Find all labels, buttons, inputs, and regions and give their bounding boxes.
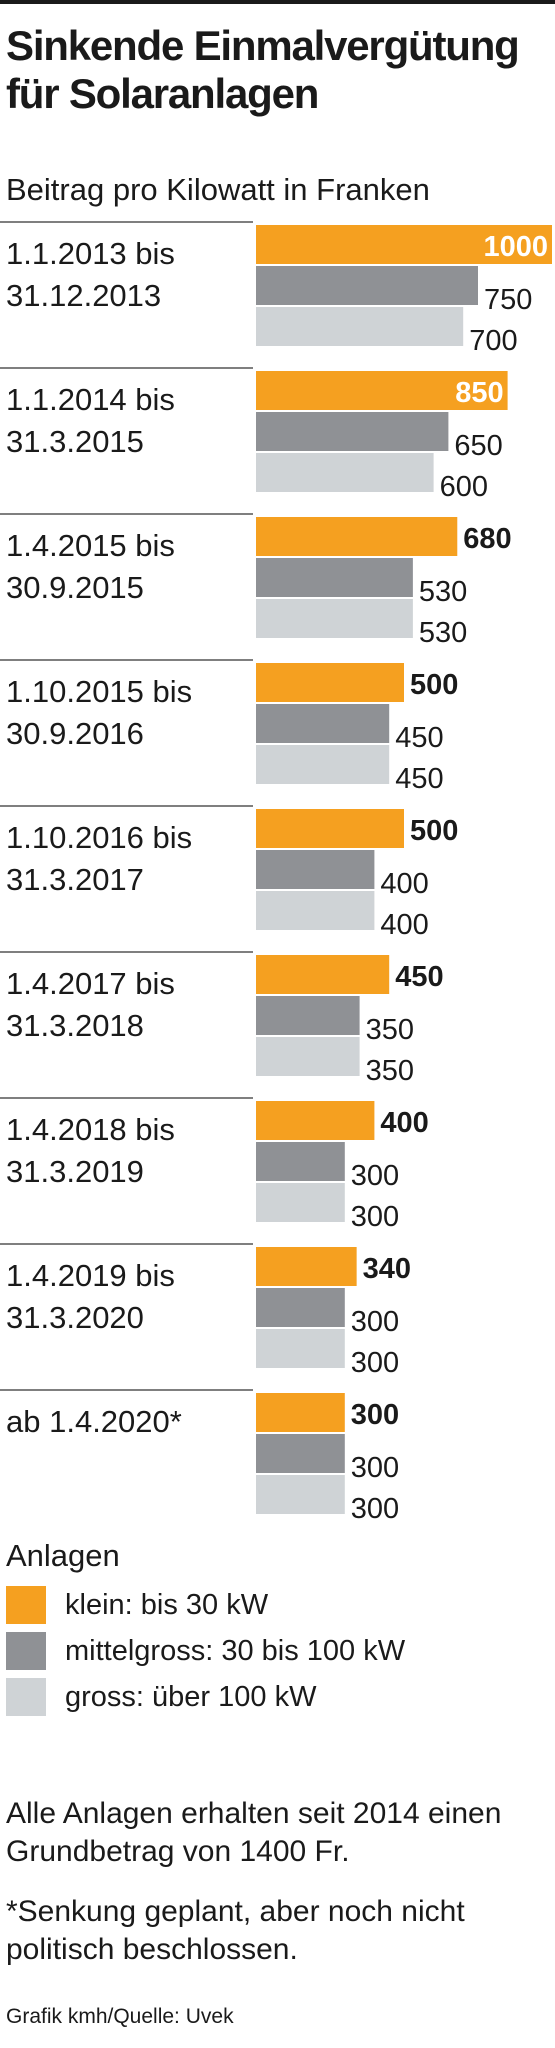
bar-klein [256, 371, 508, 410]
bar-mittelgross [256, 996, 360, 1035]
bar-klein [256, 809, 404, 848]
legend-label-mittelgross: mittelgross: 30 bis 100 kW [65, 1634, 406, 1667]
category-label: 1.10.2015 bis [6, 674, 192, 709]
bar-gross [256, 891, 375, 930]
category-label: 31.3.2017 [6, 862, 144, 897]
data-label: 300 [351, 1306, 399, 1338]
bar-mittelgross [256, 1288, 345, 1327]
bar-gross [256, 1037, 360, 1076]
data-label: 530 [419, 576, 467, 608]
data-label: 700 [469, 325, 517, 357]
bar-klein [256, 1101, 375, 1140]
data-label: 300 [351, 1493, 399, 1525]
legend-swatch-mittelgross [6, 1632, 46, 1670]
data-label: 500 [410, 669, 458, 701]
data-label: 400 [380, 1107, 428, 1139]
bar-mittelgross [256, 1142, 345, 1181]
source-credit: Grafik kmh/Quelle: Uvek [6, 2005, 234, 2028]
bar-mittelgross [256, 850, 375, 889]
data-label: 350 [366, 1014, 414, 1046]
data-label: 450 [395, 722, 443, 754]
bar-gross [256, 453, 434, 492]
data-label: 650 [454, 430, 502, 462]
category-label: 31.3.2015 [6, 424, 144, 459]
legend-title: Anlagen [6, 1538, 120, 1573]
bar-klein [256, 1247, 357, 1286]
bar-klein [256, 225, 552, 264]
bar-chart: 1.1.2013 bis 31.12.2013 1000 750 700 1.1.2014… [0, 221, 552, 1525]
data-label: 350 [366, 1055, 414, 1087]
data-label: 400 [380, 868, 428, 900]
bar-mittelgross [256, 558, 413, 597]
data-label: 450 [395, 763, 443, 795]
category-label: 31.3.2018 [6, 1008, 144, 1043]
legend-item-gross: gross: über 100 kW [6, 1674, 551, 1720]
data-label: 300 [351, 1452, 399, 1484]
data-label: 600 [440, 471, 488, 503]
category-label: ab 1.4.2020* [6, 1404, 182, 1439]
bar-gross [256, 1475, 345, 1514]
note-grundbetrag: Alle Anlagen erhalten seit 2014 einen Gr… [6, 1797, 502, 1868]
category-label: 1.4.2019 bis [6, 1258, 175, 1293]
data-label: 300 [351, 1347, 399, 1379]
bar-gross [256, 307, 464, 346]
data-label: 300 [351, 1201, 399, 1233]
bar-gross [256, 1329, 345, 1368]
legend-swatch-gross [6, 1678, 46, 1716]
data-label: 400 [380, 909, 428, 941]
top-rule [0, 0, 555, 4]
category-label: 1.1.2013 bis [6, 236, 175, 271]
category-label: 31.3.2020 [6, 1300, 144, 1335]
bar-klein [256, 517, 458, 556]
category-label: 1.4.2015 bis [6, 528, 175, 563]
bar-gross [256, 599, 413, 638]
legend-swatch-klein [6, 1586, 46, 1624]
category-label: 31.3.2019 [6, 1154, 144, 1189]
bar-mittelgross [256, 412, 449, 451]
bar-mittelgross [256, 1434, 345, 1473]
legend-item-klein: klein: bis 30 kW [6, 1582, 551, 1628]
legend-item-mittelgross: mittelgross: 30 bis 100 kW [6, 1628, 551, 1674]
data-label: 300 [351, 1399, 399, 1431]
legend: Anlagen klein: bis 30 kW mittelgross: 30… [6, 1538, 551, 1720]
data-label: 340 [363, 1253, 411, 1285]
category-label: 1.10.2016 bis [6, 820, 192, 855]
category-label: 30.9.2015 [6, 570, 144, 605]
data-label: 500 [410, 815, 458, 847]
legend-label-gross: gross: über 100 kW [65, 1680, 317, 1713]
bar-klein [256, 1393, 345, 1432]
category-label: 30.9.2016 [6, 716, 144, 751]
bar-gross [256, 1183, 345, 1222]
legend-label-klein: klein: bis 30 kW [65, 1588, 269, 1621]
data-label: 450 [395, 961, 443, 993]
category-label: 1.4.2017 bis [6, 966, 175, 1001]
bar-gross [256, 745, 390, 784]
data-label: 680 [463, 523, 511, 555]
category-label: 1.4.2018 bis [6, 1112, 175, 1147]
chart-subtitle: Beitrag pro Kilowatt in Franken [6, 172, 430, 207]
bar-mittelgross [256, 704, 390, 743]
bar-klein [256, 955, 390, 994]
data-label: 300 [351, 1160, 399, 1192]
category-label: 31.12.2013 [6, 278, 161, 313]
data-label: 1000 [483, 231, 548, 263]
category-label: 1.1.2014 bis [6, 382, 175, 417]
data-label: 530 [419, 617, 467, 649]
bar-klein [256, 663, 404, 702]
data-label: 750 [484, 284, 532, 316]
data-label: 850 [455, 377, 503, 409]
note-footnote: *Senkung geplant, aber noch nicht politi… [6, 1895, 465, 1966]
chart-title: Sinkende Einmalvergütung für Solaranlage… [6, 22, 520, 117]
bar-mittelgross [256, 266, 478, 305]
